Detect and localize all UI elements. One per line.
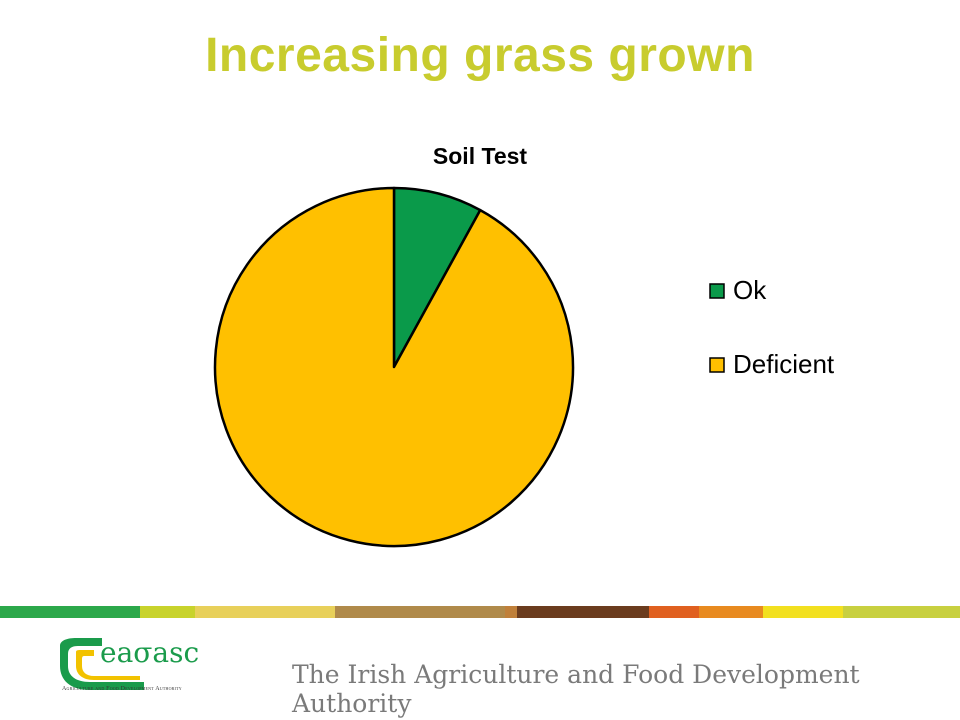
strip-segment [649, 606, 699, 618]
strip-segment [140, 606, 195, 618]
pie-slice-deficient [213, 186, 575, 548]
pie-chart: Soil Test Ok Deficient [213, 143, 835, 548]
strip-segment [763, 606, 843, 618]
teagasc-logo [60, 638, 144, 690]
legend-swatch-ok [709, 283, 725, 299]
logo-tagline: Agriculture and Food Development Authori… [62, 686, 182, 692]
strip-segment [699, 606, 763, 618]
legend-swatch-deficient [709, 357, 725, 373]
authority-text: The Irish Agriculture and Food Developme… [292, 660, 860, 718]
strip-segment [0, 606, 140, 618]
strip-segment [517, 606, 649, 618]
legend-label-deficient: Deficient [733, 349, 835, 379]
strip-segment [195, 606, 335, 618]
strip-segment [843, 606, 960, 618]
pie-slices [213, 186, 575, 548]
logo-wordmark: eaσasc [100, 636, 200, 669]
slide-title: Increasing grass grown [205, 29, 755, 82]
chart-title: Soil Test [433, 143, 527, 169]
footer-color-strip [0, 606, 960, 618]
legend-label-ok: Ok [733, 275, 767, 305]
strip-segment [335, 606, 505, 618]
strip-segment [505, 606, 517, 618]
chart-legend: Ok Deficient [709, 275, 835, 379]
pie-slice-ok [392, 186, 482, 369]
